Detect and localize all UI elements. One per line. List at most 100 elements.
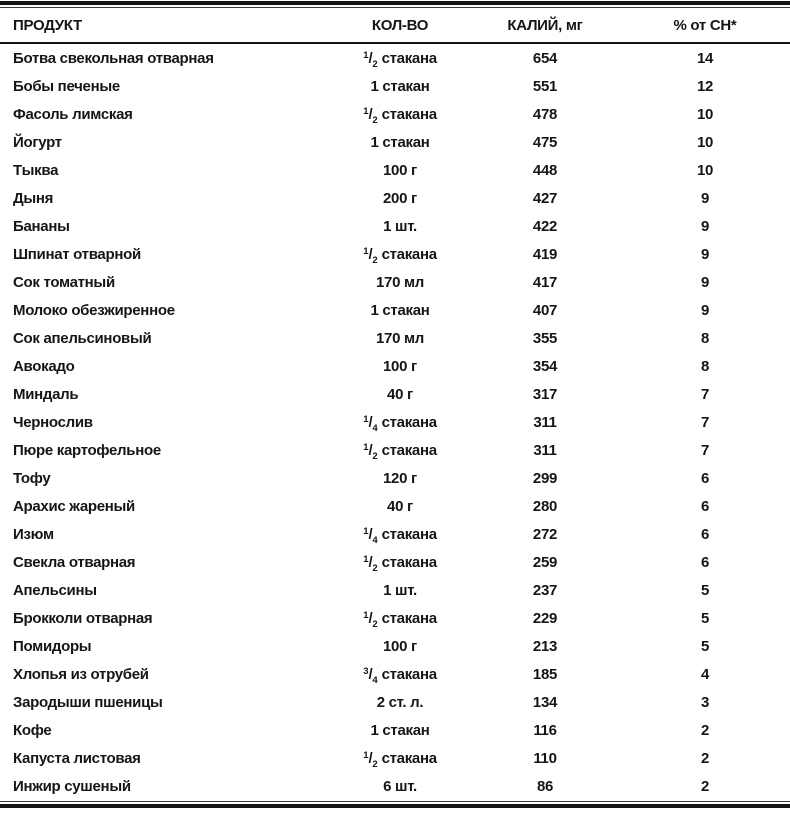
table-row: Молоко обезжиренное 1 стакан 407 9 [0, 296, 790, 324]
quantity-cell: 1/2 стакана [363, 749, 437, 770]
percent-cell: 9 [700, 217, 710, 235]
potassium-cell: 355 [532, 329, 558, 347]
potassium-cell: 354 [532, 357, 558, 375]
table-row: Инжир сушеный 6 шт. 86 2 [0, 772, 790, 800]
table-row: Бананы 1 шт. 422 9 [0, 212, 790, 240]
percent-cell: 6 [700, 525, 710, 543]
product-cell: Дыня [13, 189, 54, 207]
percent-cell: 6 [700, 553, 710, 571]
bottom-rule-thin [0, 801, 790, 802]
quantity-cell: 3/4 стакана [363, 665, 437, 686]
table-row: Капуста листовая 1/2 стакана 110 2 [0, 744, 790, 772]
table-row: Пюре картофельное 1/2 стакана 311 7 [0, 436, 790, 464]
quantity-cell: 1 стакан [370, 133, 430, 151]
product-cell: Фасоль лимская [13, 105, 133, 123]
product-cell: Брокколи отварная [13, 609, 153, 627]
product-cell: Свекла отварная [13, 553, 136, 571]
quantity-cell: 1 стакан [370, 721, 430, 739]
potassium-cell: 86 [536, 777, 554, 795]
column-header-quantity: КОЛ-ВО [371, 16, 429, 34]
percent-cell: 12 [696, 77, 714, 95]
potassium-cell: 475 [532, 133, 558, 151]
table-row: Бобы печеные 1 стакан 551 12 [0, 72, 790, 100]
percent-cell: 6 [700, 469, 710, 487]
table-row: Зародыши пшеницы 2 ст. л. 134 3 [0, 688, 790, 716]
potassium-cell: 654 [532, 49, 558, 67]
potassium-cell: 407 [532, 301, 558, 319]
percent-cell: 2 [700, 777, 710, 795]
product-cell: Апельсины [13, 581, 97, 599]
product-cell: Инжир сушеный [13, 777, 131, 795]
table-row: Изюм 1/4 стакана 272 6 [0, 520, 790, 548]
potassium-cell: 229 [532, 609, 558, 627]
percent-cell: 2 [700, 749, 710, 767]
percent-cell: 4 [700, 665, 710, 683]
table-row: Ботва свекольная отварная 1/2 стакана 654 1… [0, 44, 790, 72]
table-row: Тыква 100 г 448 10 [0, 156, 790, 184]
column-header-percent-dn: % от СН* [673, 16, 737, 34]
potassium-cell: 272 [532, 525, 558, 543]
table-row: Дыня 200 г 427 9 [0, 184, 790, 212]
quantity-cell: 100 г [383, 161, 417, 179]
quantity-cell: 100 г [383, 637, 417, 655]
quantity-cell: 1/2 стакана [363, 245, 437, 266]
product-cell: Авокадо [13, 357, 75, 375]
table-row: Помидоры 100 г 213 5 [0, 632, 790, 660]
potassium-cell: 311 [533, 441, 557, 459]
potassium-cell: 134 [532, 693, 558, 711]
product-cell: Миндаль [13, 385, 79, 403]
percent-cell: 9 [700, 245, 710, 263]
table-row: Шпинат отварной 1/2 стакана 419 9 [0, 240, 790, 268]
bottom-rule-thick [0, 804, 790, 808]
table-row: Хлопья из отрубей 3/4 стакана 185 4 [0, 660, 790, 688]
percent-cell: 14 [696, 49, 714, 67]
product-cell: Сок томатный [13, 273, 115, 291]
percent-cell: 3 [700, 693, 710, 711]
table-row: Миндаль 40 г 317 7 [0, 380, 790, 408]
product-cell: Кофе [13, 721, 52, 739]
percent-cell: 5 [700, 637, 710, 655]
quantity-cell: 40 г [387, 497, 413, 515]
potassium-cell: 551 [532, 77, 558, 95]
table-row: Чернослив 1/4 стакана 311 7 [0, 408, 790, 436]
table-row: Тофу 120 г 299 6 [0, 464, 790, 492]
table-body: Ботва свекольная отварная 1/2 стакана 654 1… [0, 44, 790, 800]
potassium-cell: 317 [532, 385, 558, 403]
percent-cell: 6 [700, 497, 710, 515]
column-header-product: ПРОДУКТ [13, 16, 82, 34]
quantity-cell: 1/2 стакана [363, 609, 437, 630]
table-row: Сок апельсиновый 170 мл 355 8 [0, 324, 790, 352]
table-row: Брокколи отварная 1/2 стакана 229 5 [0, 604, 790, 632]
quantity-cell: 40 г [387, 385, 413, 403]
potassium-table: ПРОДУКТ КОЛ-ВО КАЛИЙ, мг % от СН* Ботва … [0, 8, 790, 800]
quantity-cell: 1/2 стакана [363, 105, 437, 126]
percent-cell: 8 [700, 357, 710, 375]
percent-cell: 9 [700, 273, 710, 291]
product-cell: Тыква [13, 161, 59, 179]
quantity-cell: 1 шт. [383, 581, 417, 599]
quantity-cell: 1/2 стакана [363, 553, 437, 574]
quantity-cell: 2 ст. л. [376, 693, 424, 711]
product-cell: Бананы [13, 217, 70, 235]
table-row: Арахис жареный 40 г 280 6 [0, 492, 790, 520]
product-cell: Ботва свекольная отварная [13, 49, 214, 67]
percent-cell: 5 [700, 581, 710, 599]
product-cell: Изюм [13, 525, 54, 543]
percent-cell: 10 [696, 161, 714, 179]
quantity-cell: 6 шт. [383, 777, 417, 795]
potassium-cell: 311 [533, 413, 557, 431]
product-cell: Тофу [13, 469, 51, 487]
product-cell: Йогурт [13, 133, 62, 151]
table-row: Фасоль лимская 1/2 стакана 478 10 [0, 100, 790, 128]
potassium-cell: 478 [532, 105, 558, 123]
percent-cell: 8 [700, 329, 710, 347]
quantity-cell: 200 г [383, 189, 417, 207]
table-row: Сок томатный 170 мл 417 9 [0, 268, 790, 296]
percent-cell: 7 [700, 441, 710, 459]
potassium-cell: 417 [532, 273, 558, 291]
potassium-cell: 110 [533, 749, 557, 767]
product-cell: Молоко обезжиренное [13, 301, 175, 319]
percent-cell: 10 [696, 133, 714, 151]
product-cell: Помидоры [13, 637, 92, 655]
